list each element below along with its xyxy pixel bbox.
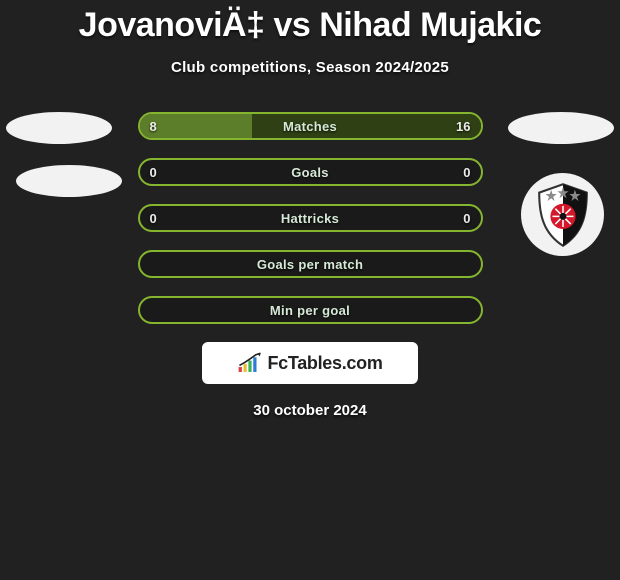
stat-label: Matches xyxy=(140,114,481,138)
stat-bars: 816Matches 00Goals 00Hattricks Goals per ma… xyxy=(138,112,483,324)
subtitle: Club competitions, Season 2024/2025 xyxy=(0,59,620,76)
left-player-badge-0 xyxy=(6,112,112,144)
comparison-stage: 816Matches 00Goals 00Hattricks Goals per ma… xyxy=(0,112,620,324)
left-player-badge-1 xyxy=(16,165,122,197)
date-label: 30 october 2024 xyxy=(0,402,620,419)
partizan-crest-icon xyxy=(528,180,598,250)
stat-bar: Goals per match xyxy=(138,250,483,278)
club-crest-right xyxy=(521,173,604,256)
stat-bar: 00Goals xyxy=(138,158,483,186)
stat-bar: 816Matches xyxy=(138,112,483,140)
page-title: JovanoviÄ‡ vs Nihad Mujakic xyxy=(0,0,620,45)
fctables-logo-icon xyxy=(237,352,263,374)
brand-text: FcTables.com xyxy=(267,353,382,374)
stat-label: Hattricks xyxy=(140,206,481,230)
stat-label: Min per goal xyxy=(140,298,481,322)
stat-label: Goals xyxy=(140,160,481,184)
stat-bar: 00Hattricks xyxy=(138,204,483,232)
stat-bar: Min per goal xyxy=(138,296,483,324)
brand-box[interactable]: FcTables.com xyxy=(202,342,418,384)
right-player-badge-0 xyxy=(508,112,614,144)
stat-label: Goals per match xyxy=(140,252,481,276)
